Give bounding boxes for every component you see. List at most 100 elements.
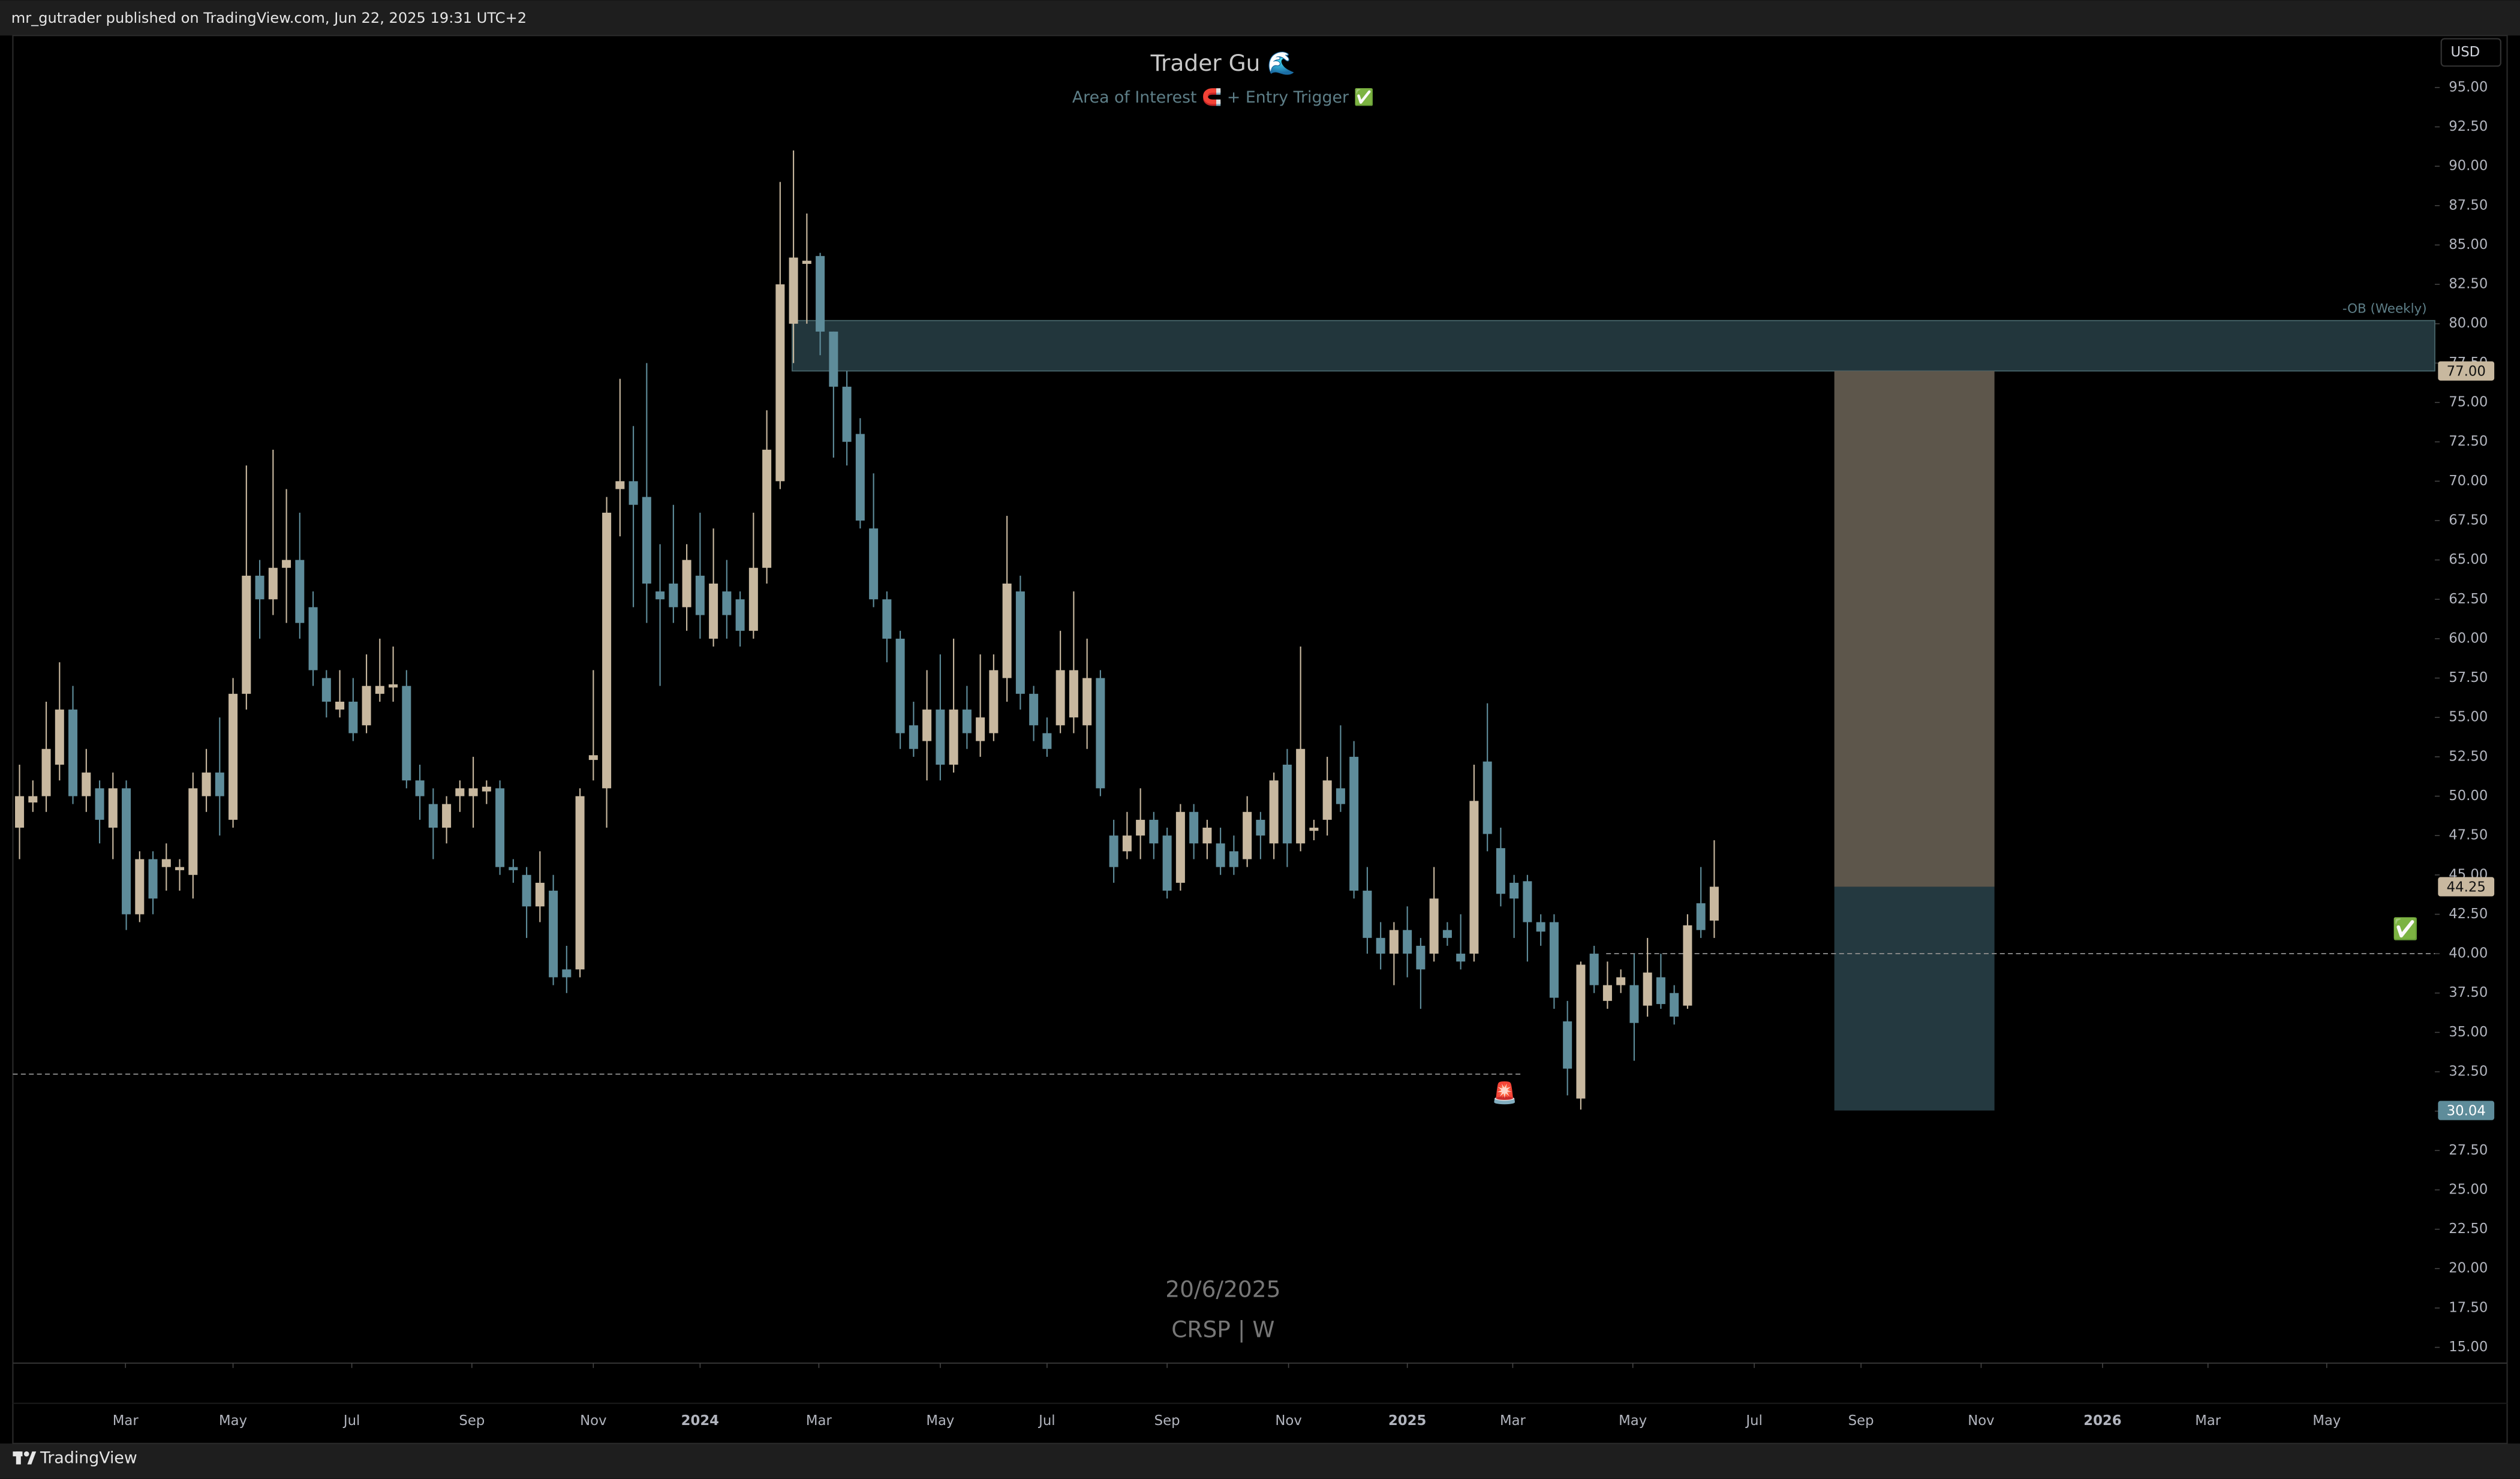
brand-name: TradingView — [40, 1449, 137, 1468]
candle-body — [509, 867, 518, 870]
y-tick-label: 67.50 — [2449, 512, 2488, 528]
candle-body — [428, 804, 438, 828]
candle-body — [1029, 693, 1039, 726]
candle-body — [255, 575, 264, 600]
y-tick-label: 95.00 — [2449, 79, 2488, 95]
zone-label: -OB (Weekly) — [2342, 302, 2427, 317]
candle-body — [722, 591, 732, 615]
candle-body — [1096, 678, 1105, 789]
candle-body — [1069, 670, 1078, 718]
currency-label[interactable]: USD — [2451, 44, 2480, 60]
candle-body — [1189, 811, 1199, 844]
candle-body — [549, 891, 558, 978]
candle-body — [41, 748, 51, 796]
x-tick-label: Sep — [1848, 1413, 1874, 1429]
candle-body — [829, 331, 838, 387]
candle-body — [1229, 851, 1238, 867]
candle-body — [68, 710, 78, 796]
x-tick-label: May — [1619, 1413, 1647, 1429]
y-tick-label: 90.00 — [2449, 158, 2488, 174]
y-tick-label: 75.00 — [2449, 395, 2488, 410]
logo-part — [16, 1451, 21, 1465]
candle-body — [482, 786, 491, 792]
candle-body — [842, 386, 852, 442]
candle-body — [976, 717, 985, 741]
candle-body — [295, 560, 305, 623]
x-tick-label: Nov — [580, 1413, 606, 1429]
x-tick-label: 2025 — [1388, 1413, 1426, 1429]
candle-body — [1376, 937, 1385, 954]
chart-subtitle: Area of Interest 🧲 + Entry Trigger ✅ — [1072, 88, 1374, 107]
candle-body — [215, 772, 224, 796]
candle-body — [1469, 801, 1479, 954]
chart-frame — [12, 35, 2508, 1444]
candle-body — [1309, 828, 1319, 831]
candle-body — [1429, 898, 1439, 954]
candle-body — [1576, 964, 1586, 1099]
candle-body — [1336, 788, 1345, 804]
candle-body — [1403, 930, 1412, 954]
candle-body — [816, 255, 825, 332]
logo-part — [27, 1451, 37, 1465]
price-label-box — [2438, 1101, 2495, 1120]
candle-body — [188, 788, 198, 875]
y-tick-label: 80.00 — [2449, 315, 2488, 331]
candle-body — [1683, 925, 1692, 1006]
currency-button[interactable] — [2440, 38, 2501, 67]
candle-body — [15, 796, 25, 828]
candle-body — [615, 481, 625, 489]
x-tick-label: Jul — [342, 1413, 360, 1429]
candle-body — [1296, 748, 1306, 844]
candle-body — [1002, 584, 1012, 678]
candle-body — [1015, 591, 1025, 694]
candle-body — [389, 684, 398, 688]
y-tick-label: 27.50 — [2449, 1143, 2488, 1158]
x-tick-label: Mar — [2195, 1413, 2221, 1429]
candle-body — [1563, 1021, 1572, 1069]
price-label-box — [2438, 361, 2495, 381]
y-tick-label: 20.00 — [2449, 1261, 2488, 1276]
candle-body — [1042, 733, 1052, 749]
x-tick-label: 2026 — [2083, 1413, 2121, 1429]
candle-body — [1456, 954, 1466, 962]
candle-body — [1670, 993, 1679, 1017]
x-tick-label: Mar — [1500, 1413, 1526, 1429]
candle-body — [1416, 945, 1426, 970]
candle-body — [1322, 780, 1332, 820]
candle-body — [1709, 886, 1719, 921]
candle-body — [562, 969, 572, 978]
position-stop — [1834, 886, 1995, 1111]
price-label: 30.04 — [2447, 1103, 2486, 1119]
candle-body — [1162, 835, 1172, 891]
y-tick-label: 17.50 — [2449, 1300, 2488, 1315]
candle-body — [1496, 848, 1505, 894]
candle-body — [575, 796, 585, 970]
watermark-date: 20/6/2025 — [1165, 1276, 1280, 1303]
y-tick-label: 87.50 — [2449, 197, 2488, 213]
x-tick-label: May — [219, 1413, 247, 1429]
y-tick-label: 32.50 — [2449, 1064, 2488, 1080]
x-tick-label: Mar — [806, 1413, 832, 1429]
y-tick-label: 25.00 — [2449, 1182, 2488, 1197]
candle-body — [1243, 811, 1252, 859]
y-tick-label: 52.50 — [2449, 748, 2488, 764]
candle-body — [1696, 903, 1706, 930]
x-tick-label: Nov — [1275, 1413, 1301, 1429]
x-tick-label: Sep — [459, 1413, 485, 1429]
candle-body — [1523, 881, 1532, 922]
candle-body — [1363, 891, 1372, 938]
candle-body — [415, 780, 425, 796]
marker-icon: ✅ — [2392, 917, 2418, 942]
x-tick-label: 2024 — [681, 1413, 719, 1429]
candle-body — [775, 284, 785, 482]
candle-body — [762, 449, 772, 568]
candle-body — [1349, 756, 1359, 891]
candle-body — [869, 528, 879, 600]
candle-body — [1482, 761, 1492, 834]
candle-body — [402, 686, 411, 781]
candle-body — [375, 686, 384, 694]
candle-body — [1256, 819, 1265, 836]
candle-body — [789, 257, 798, 324]
candle-body — [522, 874, 531, 907]
